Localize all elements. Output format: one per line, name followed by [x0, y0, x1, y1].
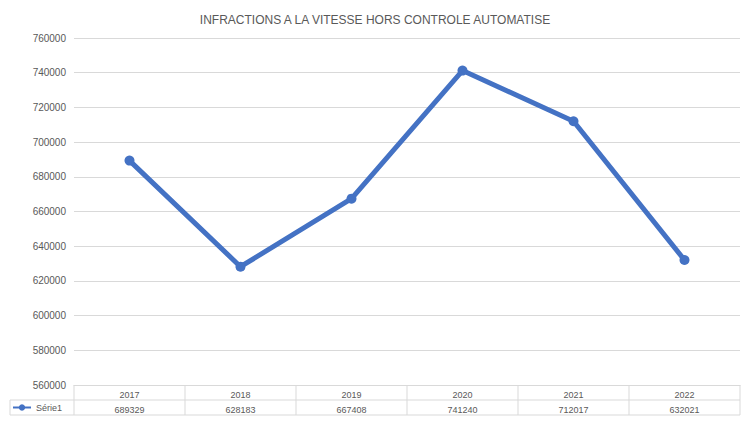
svg-text:632021: 632021	[669, 405, 699, 415]
svg-text:741240: 741240	[447, 405, 477, 415]
svg-text:667408: 667408	[336, 405, 366, 415]
svg-text:760000: 760000	[33, 33, 67, 44]
svg-text:Série1: Série1	[36, 403, 62, 413]
svg-text:580000: 580000	[33, 345, 67, 356]
svg-text:2019: 2019	[341, 390, 361, 400]
svg-text:560000: 560000	[33, 380, 67, 391]
svg-text:720000: 720000	[33, 102, 67, 113]
svg-text:620000: 620000	[33, 275, 67, 286]
svg-text:2018: 2018	[230, 390, 250, 400]
svg-text:600000: 600000	[33, 310, 67, 321]
svg-text:680000: 680000	[33, 171, 67, 182]
svg-text:2021: 2021	[563, 390, 583, 400]
svg-text:628183: 628183	[225, 405, 255, 415]
svg-text:740000: 740000	[33, 67, 67, 78]
svg-text:700000: 700000	[33, 137, 67, 148]
svg-text:660000: 660000	[33, 206, 67, 217]
svg-text:INFRACTIONS A LA VITESSE HORS: INFRACTIONS A LA VITESSE HORS CONTROLE A…	[200, 13, 550, 27]
svg-text:689329: 689329	[114, 405, 144, 415]
svg-text:712017: 712017	[558, 405, 588, 415]
svg-text:2022: 2022	[674, 390, 694, 400]
svg-text:2020: 2020	[452, 390, 472, 400]
svg-text:2017: 2017	[119, 390, 139, 400]
svg-text:640000: 640000	[33, 241, 67, 252]
